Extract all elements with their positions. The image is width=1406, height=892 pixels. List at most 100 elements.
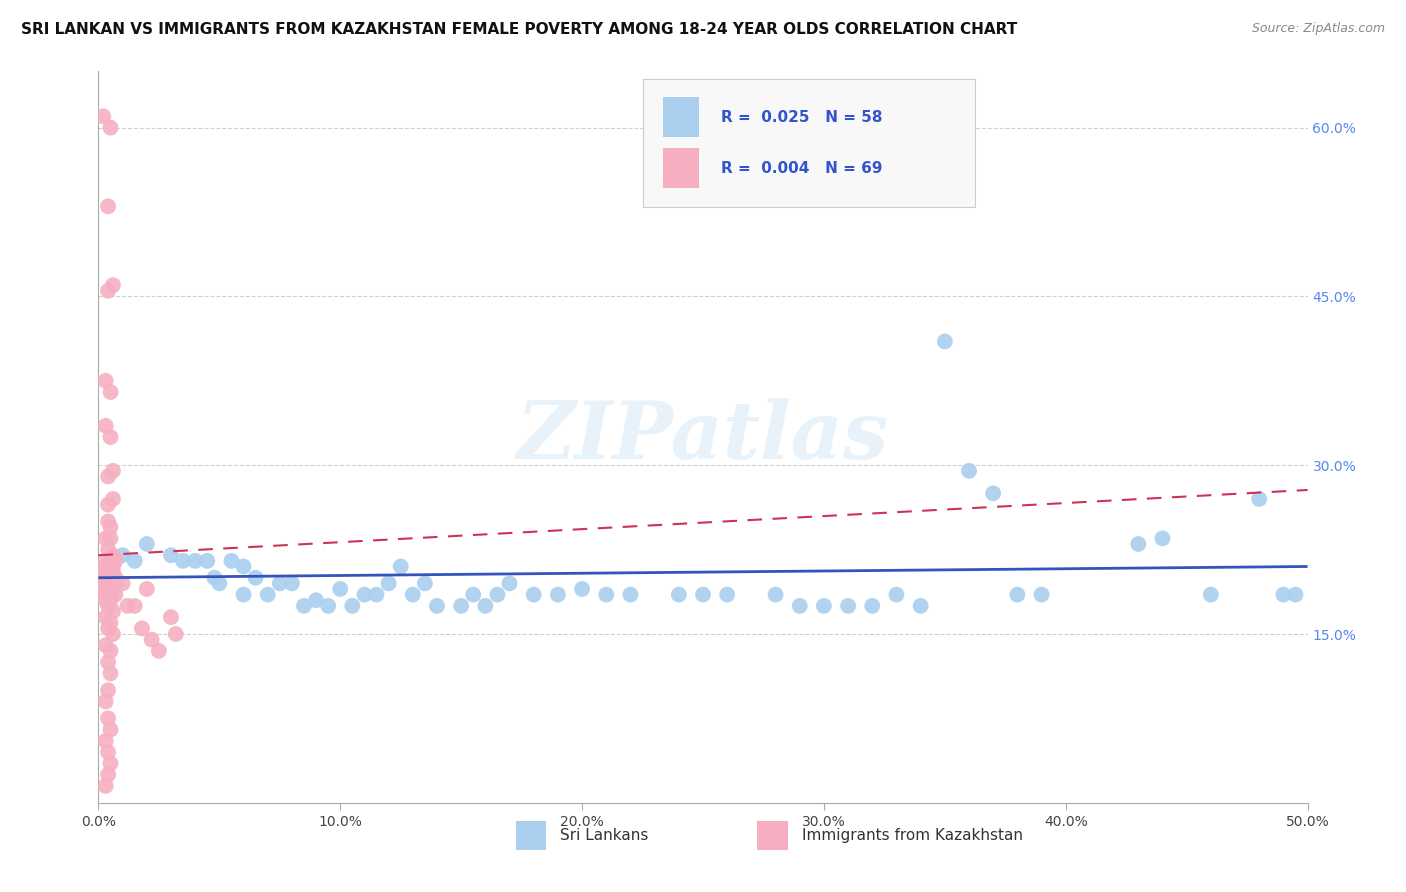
Point: [91, 109, 114, 123]
Point: [100, 756, 122, 771]
Point: [342, 599, 364, 613]
Point: [100, 588, 122, 602]
Point: [366, 588, 388, 602]
Point: [97, 469, 120, 483]
Point: [957, 464, 980, 478]
Point: [124, 554, 146, 568]
Bar: [516, 821, 546, 850]
Text: SRI LANKAN VS IMMIGRANTS FROM KAZAKHSTAN FEMALE POVERTY AMONG 18-24 YEAR OLDS CO: SRI LANKAN VS IMMIGRANTS FROM KAZAKHSTAN…: [21, 22, 1018, 37]
Point: [100, 723, 122, 737]
Point: [837, 599, 859, 613]
Point: [97, 515, 120, 529]
Point: [94, 576, 117, 591]
Point: [1284, 588, 1306, 602]
Point: [101, 464, 124, 478]
Point: [1007, 588, 1029, 602]
Point: [94, 559, 117, 574]
Point: [100, 559, 122, 574]
Point: [101, 491, 124, 506]
Point: [101, 582, 124, 596]
Point: [860, 599, 883, 613]
Point: [100, 666, 122, 681]
Point: [97, 565, 120, 579]
Point: [97, 199, 120, 213]
Point: [1128, 537, 1150, 551]
Point: [97, 683, 120, 698]
Point: [94, 554, 117, 568]
Point: [204, 571, 226, 585]
Point: [94, 610, 117, 624]
Point: [910, 599, 932, 613]
Point: [100, 554, 122, 568]
Point: [91, 582, 114, 596]
Point: [97, 582, 120, 596]
Point: [692, 588, 714, 602]
Point: [165, 627, 187, 641]
Point: [413, 576, 436, 591]
Text: Sri Lankans: Sri Lankans: [561, 828, 648, 843]
Point: [97, 745, 120, 759]
Point: [498, 576, 520, 591]
Point: [104, 576, 127, 591]
Point: [245, 571, 267, 585]
Point: [97, 498, 120, 512]
Point: [292, 599, 315, 613]
Point: [232, 559, 254, 574]
Point: [131, 621, 153, 635]
Point: [426, 599, 449, 613]
Point: [934, 334, 956, 349]
Point: [101, 565, 124, 579]
Point: [94, 593, 117, 607]
Point: [94, 532, 117, 546]
Point: [789, 599, 811, 613]
Point: [1249, 491, 1271, 506]
Point: [184, 554, 207, 568]
Point: [1031, 588, 1053, 602]
Point: [981, 486, 1004, 500]
Point: [305, 593, 328, 607]
Point: [195, 554, 218, 568]
Point: [94, 694, 117, 708]
Point: [329, 582, 352, 596]
Point: [316, 599, 339, 613]
Point: [486, 588, 509, 602]
FancyBboxPatch shape: [643, 78, 976, 207]
Point: [100, 520, 122, 534]
Point: [100, 120, 122, 135]
Bar: [758, 821, 787, 850]
Text: R =  0.004   N = 69: R = 0.004 N = 69: [721, 161, 883, 176]
Point: [765, 588, 787, 602]
Point: [100, 571, 122, 585]
Point: [111, 576, 134, 591]
Point: [111, 548, 134, 562]
Point: [160, 548, 183, 562]
Point: [94, 374, 117, 388]
Point: [135, 582, 157, 596]
Point: [886, 588, 908, 602]
Point: [474, 599, 496, 613]
Point: [101, 559, 124, 574]
Point: [148, 644, 170, 658]
Point: [100, 430, 122, 444]
Point: [571, 582, 593, 596]
Point: [208, 576, 231, 591]
Point: [141, 632, 163, 647]
Point: [94, 779, 117, 793]
Point: [94, 638, 117, 652]
Text: R =  0.025   N = 58: R = 0.025 N = 58: [721, 110, 883, 125]
Point: [232, 588, 254, 602]
Point: [94, 588, 117, 602]
Point: [97, 621, 120, 635]
Point: [172, 554, 194, 568]
Point: [94, 734, 117, 748]
Point: [595, 588, 617, 602]
Point: [94, 418, 117, 433]
Point: [135, 537, 157, 551]
Point: [353, 588, 375, 602]
Point: [97, 767, 120, 781]
Text: ZIPatlas: ZIPatlas: [517, 399, 889, 475]
Point: [104, 554, 127, 568]
Bar: [664, 148, 699, 188]
Point: [1152, 532, 1174, 546]
Point: [124, 599, 146, 613]
